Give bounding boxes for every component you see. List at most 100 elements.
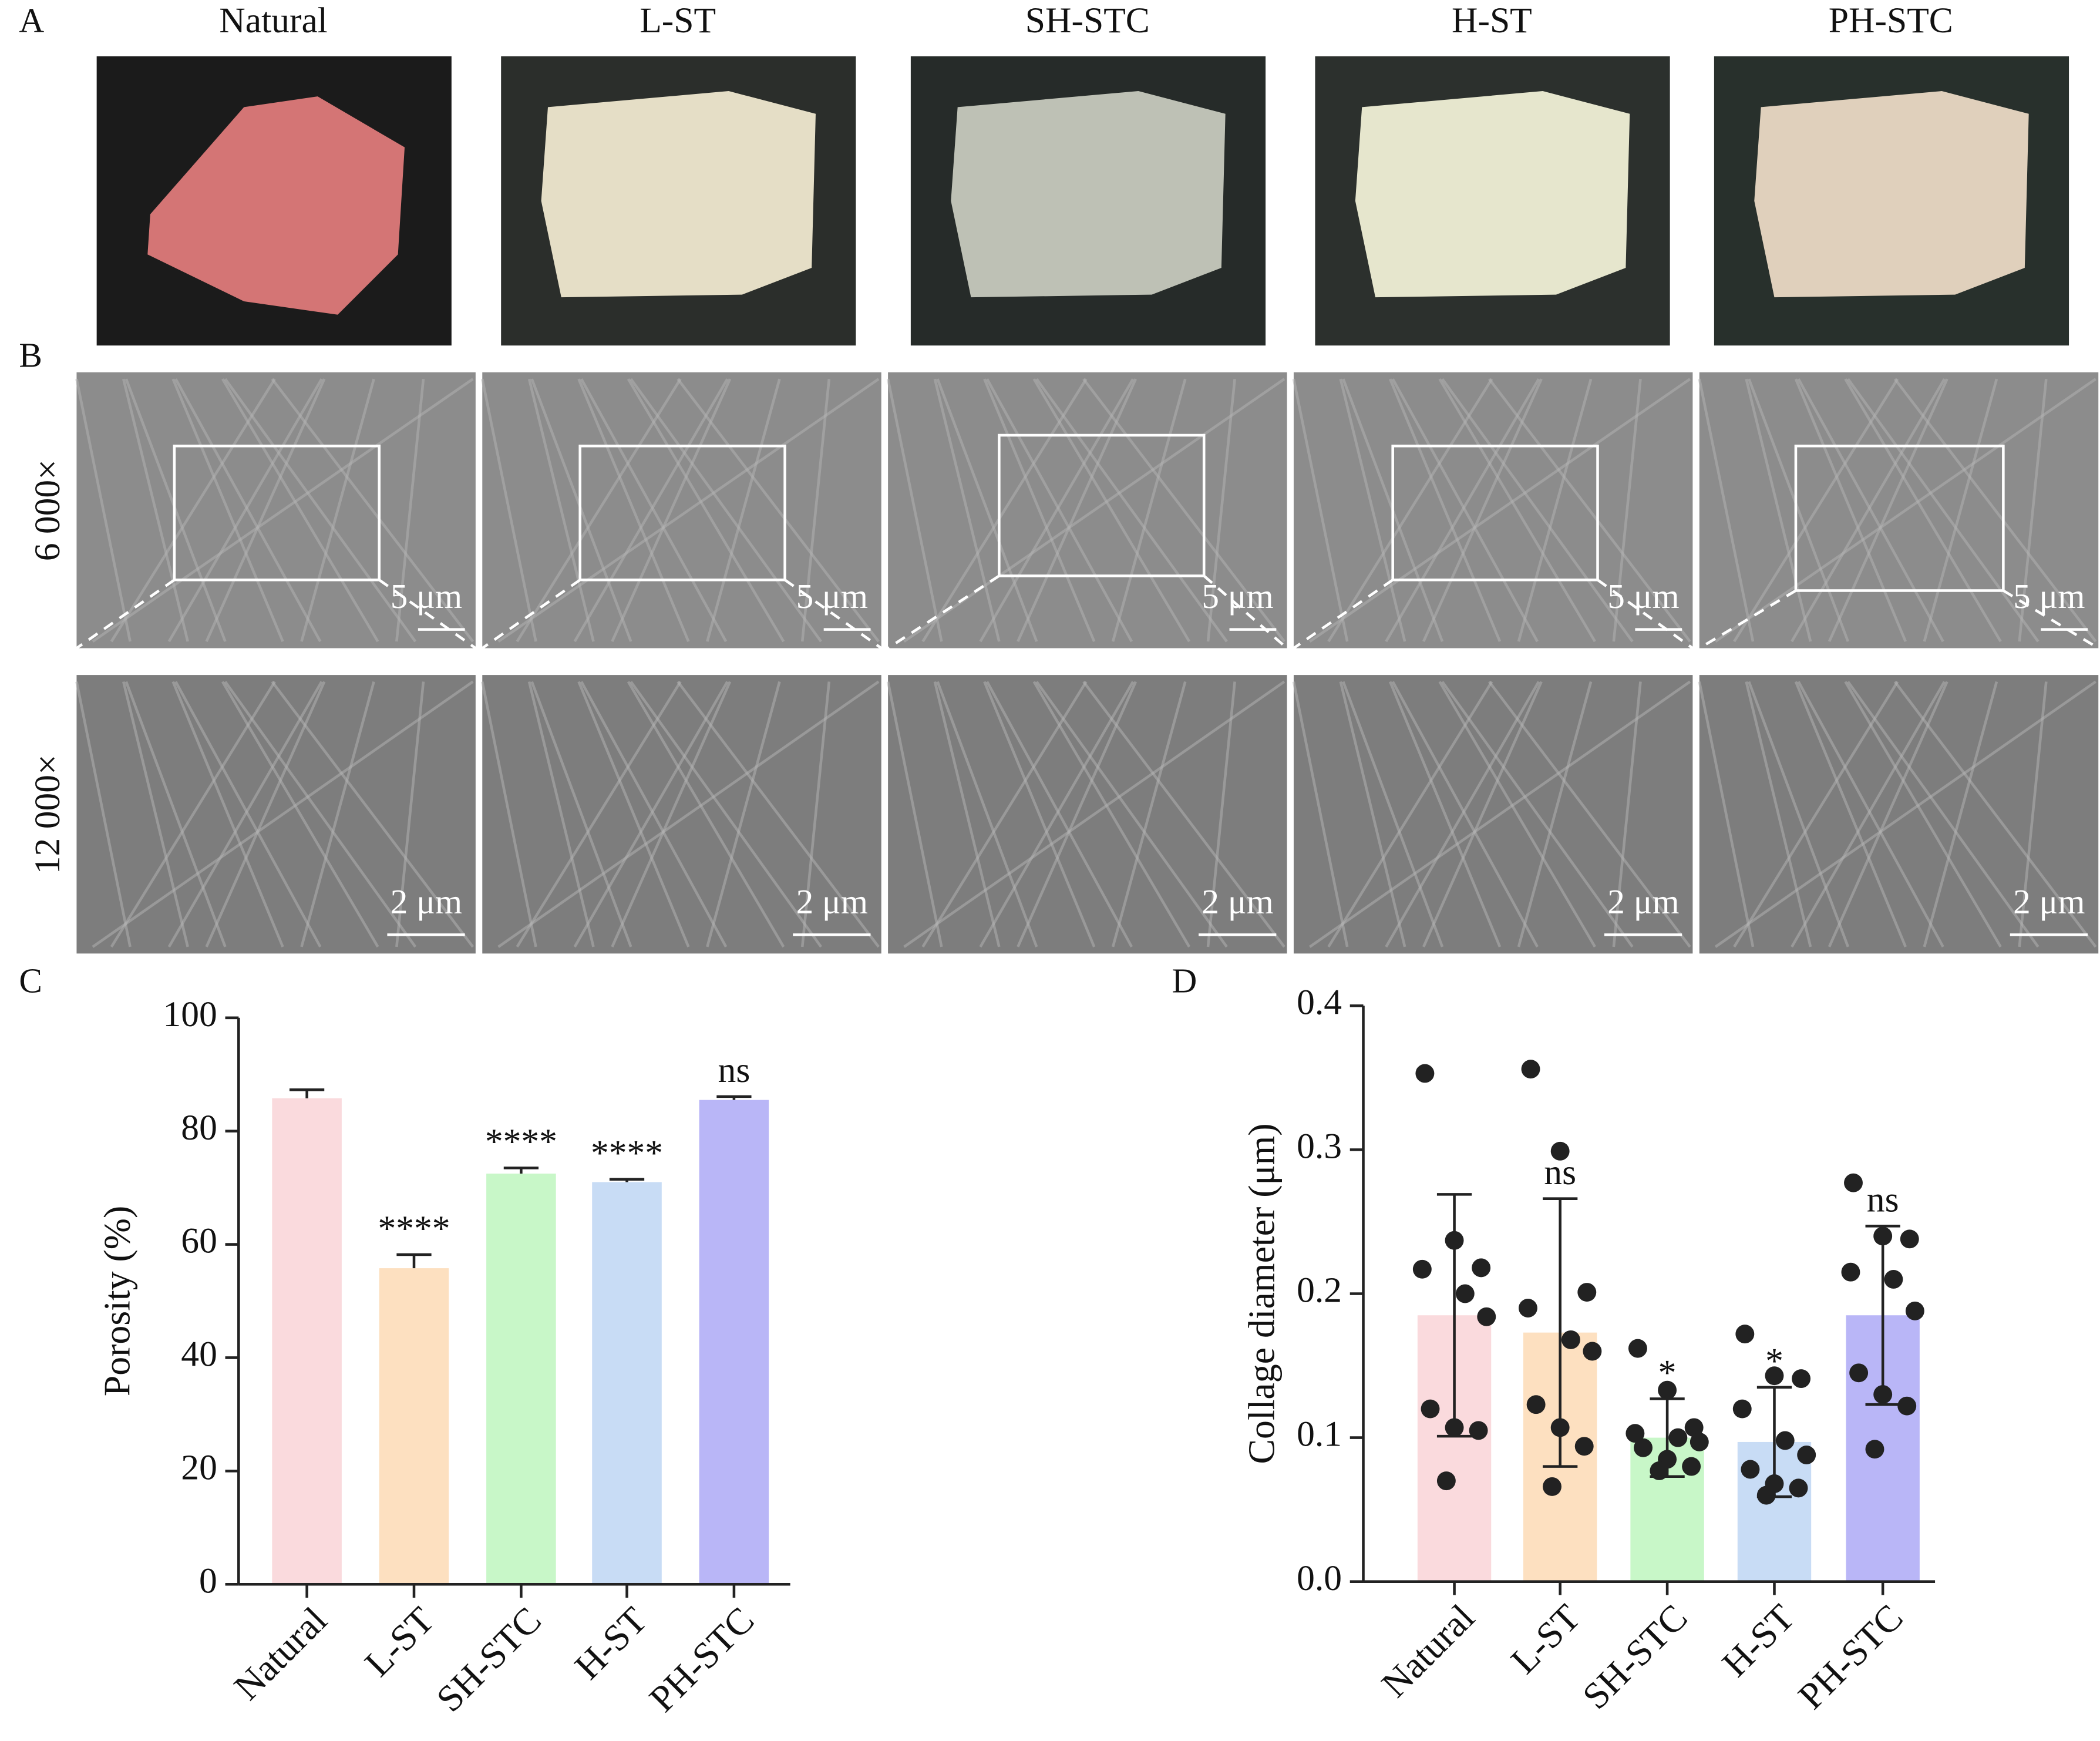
fiber	[1797, 378, 1944, 643]
fiber	[1923, 378, 1998, 642]
photo-label: L-ST	[640, 1, 716, 41]
data-point	[1841, 1262, 1860, 1282]
scale-bar-label: 5 μm	[2013, 577, 2085, 616]
fiber	[530, 681, 632, 947]
fiber	[271, 378, 474, 643]
fiber	[124, 681, 227, 947]
data-point	[1797, 1446, 1816, 1464]
data-point	[1574, 1437, 1594, 1456]
data-point	[1792, 1369, 1811, 1389]
data-point	[1775, 1431, 1795, 1450]
zoom-box	[1794, 444, 2005, 592]
significance: ****	[591, 1133, 663, 1173]
fiber	[1082, 378, 1285, 643]
fiber	[481, 378, 537, 642]
fiber	[933, 681, 1001, 947]
x-tick-label: PH-STC	[641, 1599, 762, 1720]
zoom-box	[1391, 444, 1599, 582]
scale-bar-label: 2 μm	[1202, 882, 1273, 921]
fiber	[1206, 681, 1236, 947]
fiber	[1309, 680, 1691, 948]
fiber	[1111, 681, 1187, 947]
fiber	[573, 378, 729, 643]
fiber	[1612, 379, 1642, 642]
y-tick-label: 0.0	[1297, 1558, 1342, 1598]
magnification: 6 000×	[28, 459, 68, 561]
y-tick-label: 0	[199, 1561, 217, 1601]
fiber	[497, 680, 880, 948]
data-point	[1550, 1141, 1570, 1161]
fiber	[979, 681, 1135, 948]
data-point	[1873, 1385, 1893, 1404]
fiber	[936, 378, 1038, 642]
fiber	[221, 378, 379, 643]
data-point	[1789, 1478, 1808, 1498]
fiber	[1111, 378, 1187, 642]
fiber	[985, 681, 1133, 948]
fiber	[481, 681, 537, 947]
data-point	[1634, 1438, 1653, 1457]
specimen	[1355, 91, 1630, 298]
fiber	[224, 681, 417, 948]
fiber	[706, 681, 781, 947]
fiber	[1748, 681, 1850, 947]
fiber	[936, 681, 1038, 947]
data-point	[1628, 1339, 1647, 1358]
data-point	[1412, 1259, 1432, 1279]
scale-bar-label: 2 μm	[796, 882, 868, 921]
photo-label: H-ST	[1452, 1, 1532, 41]
fiber	[577, 681, 690, 947]
bar	[486, 1174, 556, 1585]
fiber	[985, 378, 1133, 643]
scale-bar-label: 2 μm	[391, 882, 462, 921]
fiber	[1794, 378, 1907, 642]
y-tick-label: 0.1	[1297, 1414, 1342, 1454]
data-point	[1873, 1226, 1893, 1246]
photo-label: PH-STC	[1829, 1, 1953, 41]
zoom-line	[481, 579, 581, 650]
fiber	[1791, 681, 1946, 948]
data-point	[1469, 1421, 1488, 1440]
fiber	[1714, 378, 2096, 643]
significance: ****	[378, 1208, 450, 1248]
fiber	[1391, 681, 1539, 948]
data-point	[1455, 1284, 1475, 1303]
zoom-box	[173, 444, 381, 582]
fiber	[171, 681, 284, 947]
x-tick-label: Natural	[1374, 1596, 1483, 1705]
fiber	[1745, 378, 1812, 642]
fiber	[395, 681, 425, 947]
zoom-line	[76, 579, 176, 650]
fiber	[577, 378, 690, 642]
fiber	[527, 681, 595, 947]
fiber	[1488, 378, 1691, 643]
fiber	[1791, 378, 1946, 643]
fiber	[300, 378, 375, 642]
data-point	[1543, 1477, 1561, 1496]
y-tick-label: 20	[181, 1447, 217, 1487]
fiber	[1339, 681, 1406, 947]
x-tick-label: PH-STC	[1790, 1596, 1911, 1717]
specimen	[951, 91, 1226, 298]
data-point	[1550, 1418, 1570, 1437]
fiber	[75, 378, 132, 642]
data-point	[1682, 1457, 1701, 1476]
data-point	[1583, 1342, 1602, 1361]
fiber	[979, 378, 1135, 643]
fiber	[903, 680, 1285, 948]
data-point	[1436, 1471, 1456, 1491]
data-point	[1690, 1432, 1709, 1451]
x-tick-label: SH-STC	[1574, 1596, 1695, 1717]
zoom-box	[578, 444, 786, 582]
fiber	[1517, 681, 1593, 947]
fiber	[395, 379, 425, 642]
fiber	[271, 681, 474, 948]
fiber	[174, 681, 322, 948]
data-point	[1577, 1283, 1597, 1302]
data-point	[1472, 1258, 1491, 1278]
y-tick-label: 40	[181, 1335, 217, 1374]
data-point	[1905, 1301, 1924, 1320]
fiber	[1391, 378, 1539, 643]
data-point	[1650, 1461, 1669, 1480]
zoom-line	[378, 579, 477, 650]
